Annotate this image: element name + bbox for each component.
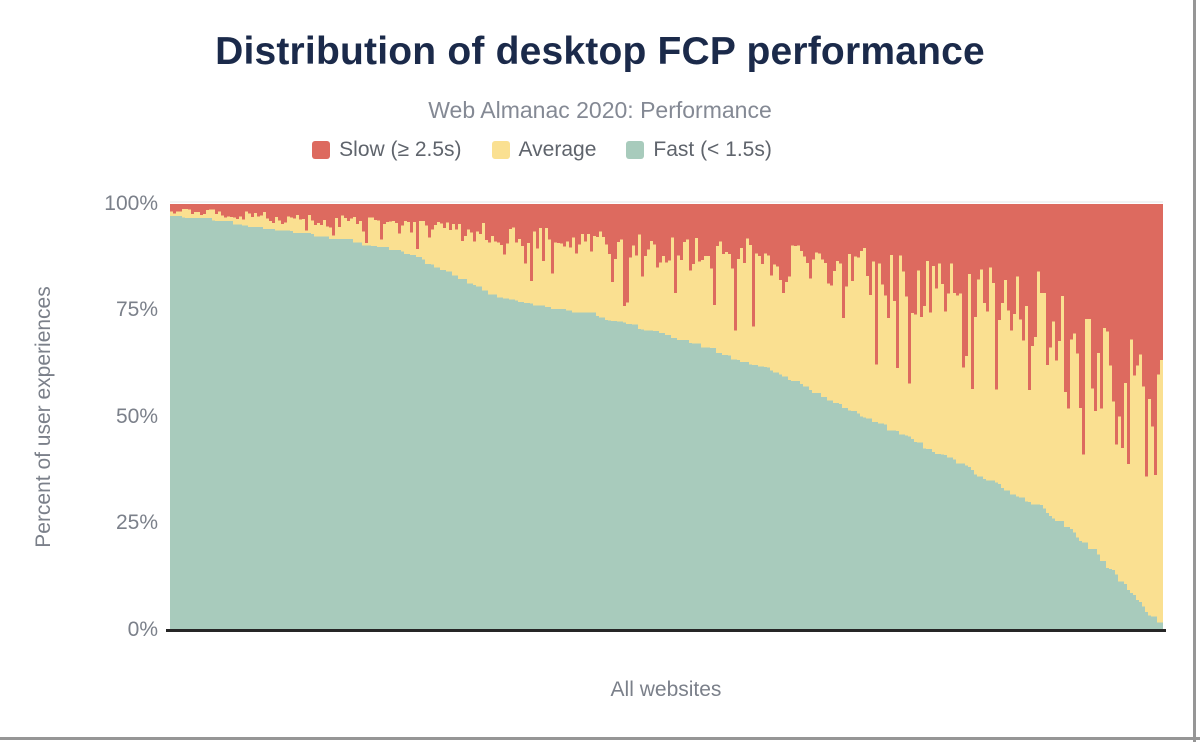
y-tick-75: 75%	[115, 298, 158, 321]
legend-swatch-slow-icon	[312, 141, 331, 159]
legend-swatch-average-icon	[491, 141, 510, 159]
plot-area	[170, 204, 1163, 630]
x-axis-line	[166, 629, 1166, 632]
y-tick-50: 50%	[115, 405, 158, 428]
legend-label-average: Average	[518, 138, 597, 161]
legend-item-average: Average	[491, 138, 597, 162]
y-tick-0: 0%	[127, 618, 158, 641]
legend-item-slow: Slow (≥ 2.5s)	[312, 138, 462, 162]
legend: Slow (≥ 2.5s) Average Fast (< 1.5s)	[0, 138, 1142, 162]
legend-label-slow: Slow (≥ 2.5s)	[339, 138, 462, 161]
legend-item-fast: Fast (< 1.5s)	[626, 138, 772, 162]
x-axis-label: All websites	[610, 678, 722, 701]
y-tick-100: 100%	[104, 192, 158, 215]
legend-label-fast: Fast (< 1.5s)	[653, 138, 772, 161]
window-edge-bottom	[0, 737, 1200, 740]
window-edge-right	[1193, 0, 1196, 742]
gridline-100pct	[170, 201, 1163, 203]
legend-swatch-fast-icon	[626, 141, 645, 159]
chart-subtitle: Web Almanac 2020: Performance	[428, 97, 772, 123]
y-tick-25: 25%	[115, 511, 158, 534]
stacked-bars	[170, 204, 1163, 630]
chart-title: Distribution of desktop FCP performance	[215, 30, 985, 73]
